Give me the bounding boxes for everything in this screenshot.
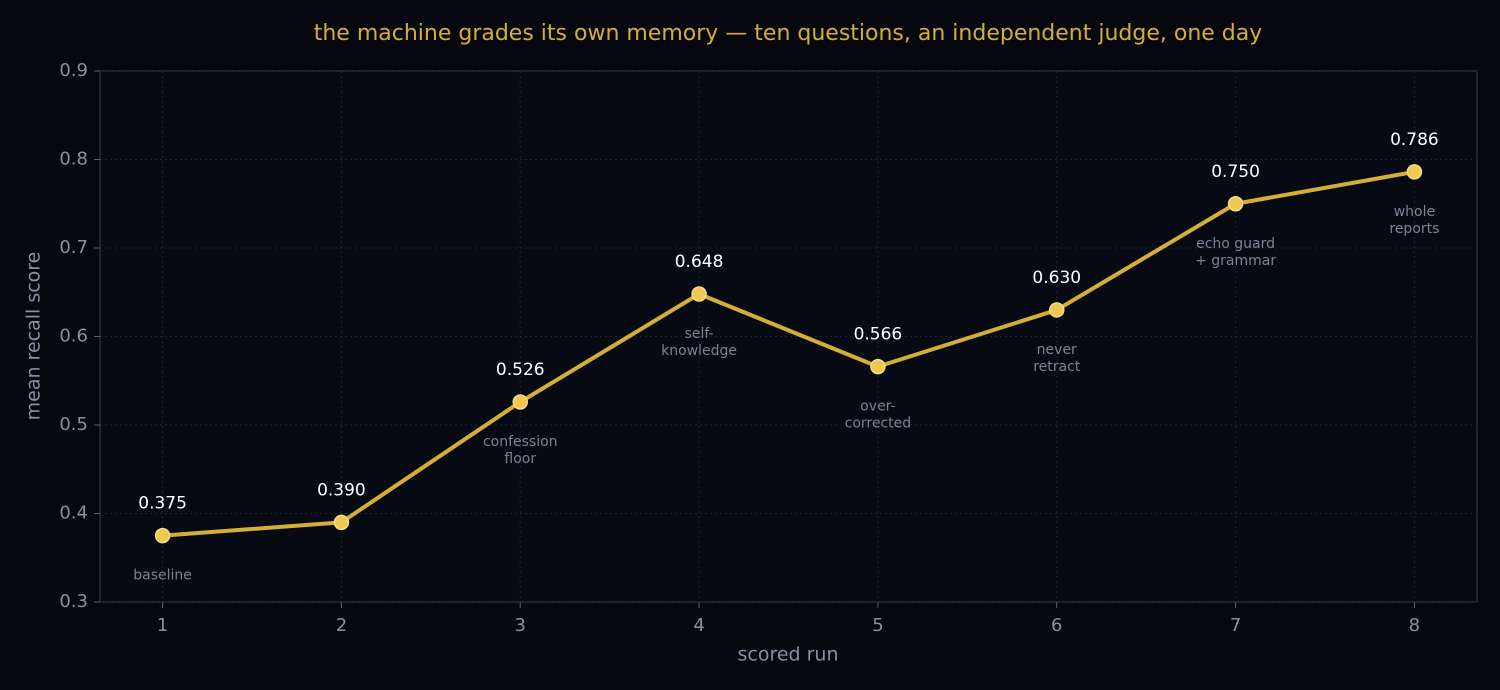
y-tick-label: 0.6 [59,326,88,347]
data-point [1048,302,1065,318]
point-note: + grammar [1195,253,1276,269]
point-note: never [1037,342,1077,358]
y-tick-label: 0.8 [59,149,88,170]
point-note: self- [685,326,714,342]
value-label: 0.390 [317,480,366,500]
value-label: 0.566 [854,325,903,345]
data-point [154,527,171,544]
data-point [1406,164,1423,180]
x-tick-label: 4 [693,615,704,636]
y-tick-label: 0.3 [59,591,88,612]
point-note: corrected [845,416,912,432]
chart-title: the machine grades its own memory — ten … [314,21,1263,46]
data-point [333,514,350,531]
y-tick-label: 0.4 [59,503,88,524]
y-tick-label: 0.5 [59,414,88,435]
data-point [512,394,529,410]
value-label: 0.375 [138,494,187,514]
x-tick-label: 3 [515,615,526,636]
y-tick-label: 0.7 [59,237,88,258]
value-label: 0.750 [1211,162,1260,182]
y-tick-label: 0.9 [59,60,88,81]
series-line [162,169,1415,538]
x-tick-label: 2 [336,615,347,636]
point-note: floor [504,451,536,467]
value-label: 0.630 [1032,268,1081,288]
data-point [1227,196,1244,212]
x-tick-label: 6 [1051,615,1062,636]
x-tick-label: 5 [872,615,883,636]
point-note: retract [1033,359,1081,375]
x-axis-label: scored run [737,644,838,666]
x-tick-label: 7 [1230,615,1241,636]
data-point [691,286,707,302]
point-note: echo guard [1196,236,1275,252]
point-note: confession [483,434,558,450]
plot-area [99,70,1478,603]
data-point [870,358,886,375]
y-axis-label: mean recall score [23,252,45,421]
point-note: knowledge [661,343,737,359]
point-note: whole [1394,204,1435,220]
x-tick-label: 8 [1409,615,1420,636]
point-note: over- [860,399,895,415]
value-label: 0.786 [1390,130,1439,150]
point-note: baseline [133,568,192,584]
x-tick-label: 1 [157,615,168,636]
value-label: 0.526 [496,360,545,380]
value-label: 0.648 [675,252,724,272]
point-note: reports [1389,221,1439,237]
